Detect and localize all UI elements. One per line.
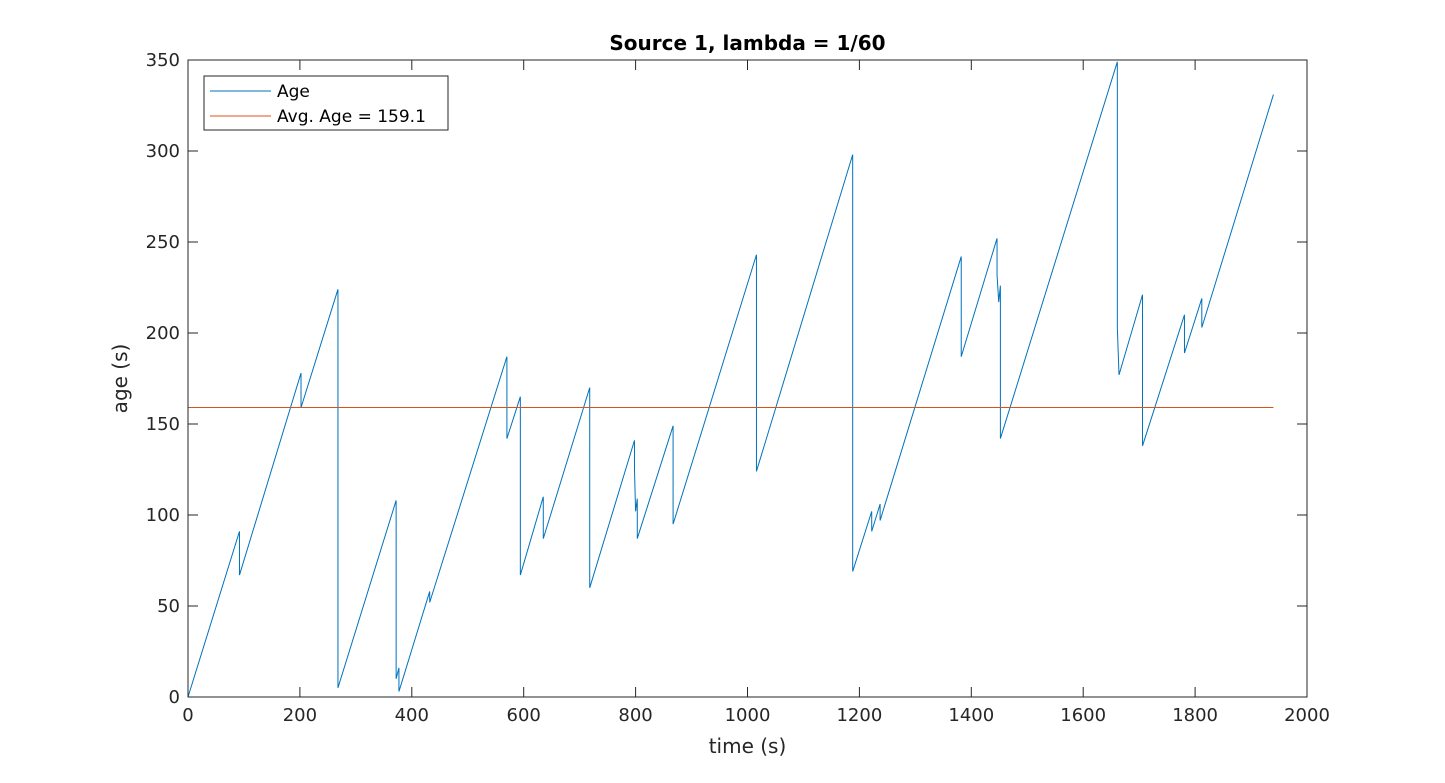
y-axis-label: age (s): [108, 344, 132, 414]
y-tick-label: 300: [146, 141, 180, 162]
x-tick-label: 1400: [948, 705, 994, 726]
series-layer: [187, 61, 1274, 698]
legend-label-age: Age: [277, 82, 310, 102]
x-tick-label: 1800: [1172, 705, 1218, 726]
y-tick-label: 0: [169, 687, 180, 708]
y-tick-label: 350: [146, 50, 180, 71]
legend-label-avg-age: Avg. Age = 159.1: [277, 107, 426, 127]
y-tick-label: 50: [157, 596, 180, 617]
y-tick-label: 100: [146, 505, 180, 526]
chart-title: Source 1, lambda = 1/60: [609, 31, 885, 55]
x-tick-label: 800: [618, 705, 652, 726]
legend-box: [203, 75, 449, 131]
y-tick-label: 250: [146, 232, 180, 253]
x-tick-label: 2000: [1284, 705, 1330, 726]
x-tick-label: 600: [507, 705, 541, 726]
plot-area: [188, 60, 1307, 697]
ticks-layer: 0 200 400 600 800 1000 1200 1400 1600 1800 2000 0 50…: [146, 50, 1330, 726]
x-tick-label: 1200: [836, 705, 882, 726]
series-line-age: [187, 61, 1274, 698]
x-axis-label: time (s): [709, 734, 787, 758]
x-tick-label: 1000: [725, 705, 771, 726]
x-tick-label: 0: [182, 705, 193, 726]
y-tick-label: 200: [146, 323, 180, 344]
x-tick-label: 400: [395, 705, 429, 726]
y-tick-label: 150: [146, 414, 180, 435]
x-tick-label: 1600: [1060, 705, 1106, 726]
legend: Age Avg. Age = 159.1: [203, 75, 449, 131]
x-tick-label: 200: [283, 705, 317, 726]
